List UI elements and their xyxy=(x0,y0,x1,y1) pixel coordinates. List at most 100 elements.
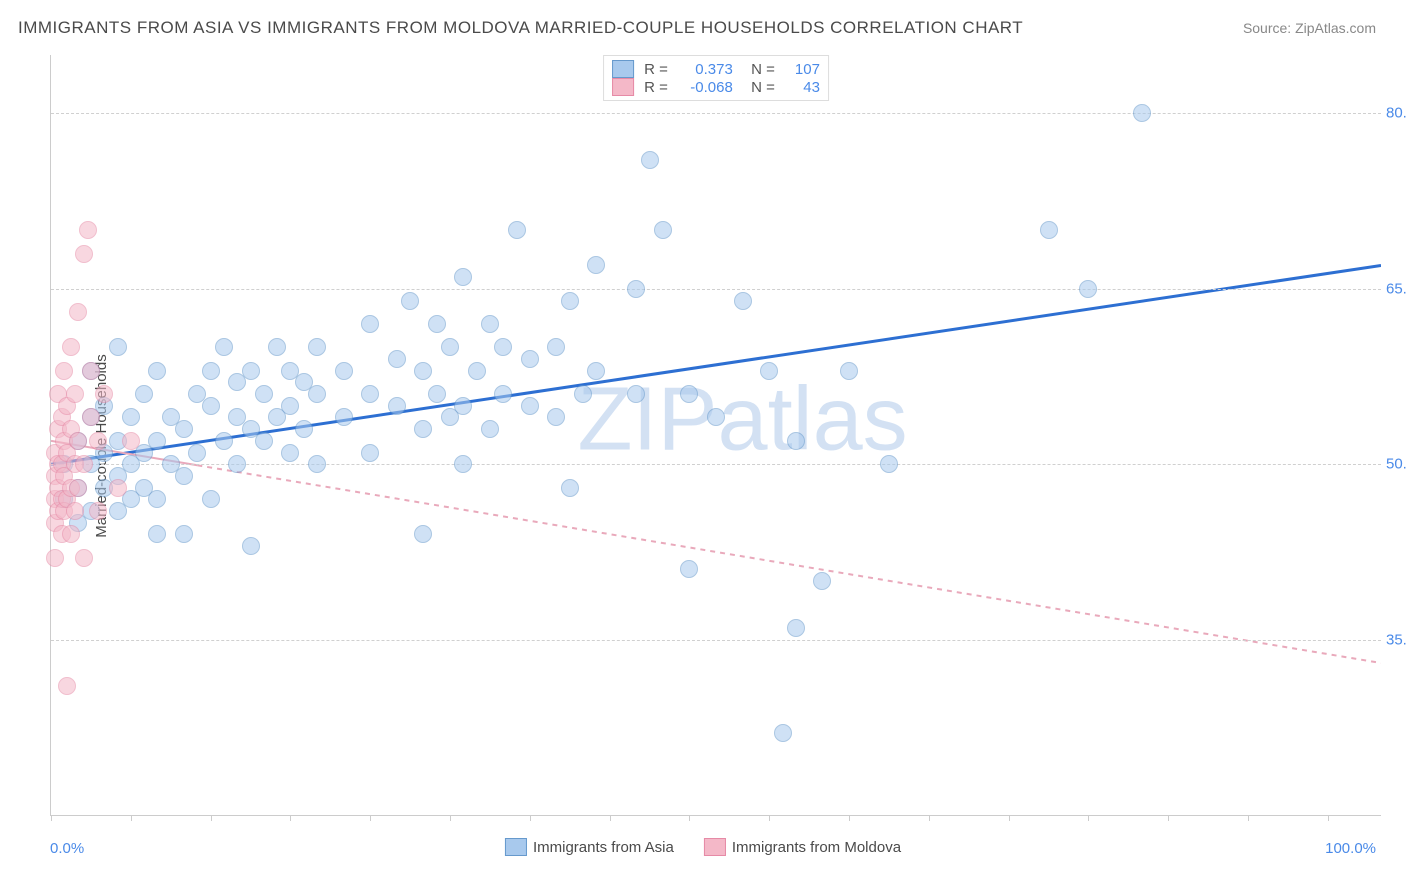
scatter-point xyxy=(95,385,113,403)
n-value: 107 xyxy=(785,61,820,78)
scatter-point xyxy=(641,151,659,169)
x-tick-mark xyxy=(131,815,132,821)
scatter-point xyxy=(46,549,64,567)
x-tick-mark xyxy=(1328,815,1329,821)
scatter-point xyxy=(175,525,193,543)
scatter-point xyxy=(428,385,446,403)
x-tick-mark xyxy=(689,815,690,821)
scatter-point xyxy=(202,397,220,415)
x-tick-mark xyxy=(1009,815,1010,821)
scatter-point xyxy=(574,385,592,403)
scatter-point xyxy=(148,432,166,450)
scatter-point xyxy=(75,245,93,263)
scatter-point xyxy=(508,221,526,239)
series-legend: Immigrants from Asia Immigrants from Mold… xyxy=(505,838,901,856)
scatter-point xyxy=(202,362,220,380)
scatter-point xyxy=(481,315,499,333)
gridline xyxy=(51,464,1381,465)
scatter-point xyxy=(335,408,353,426)
scatter-point xyxy=(1133,104,1151,122)
x-tick-mark xyxy=(929,815,930,821)
scatter-point xyxy=(481,420,499,438)
legend-swatch xyxy=(612,60,634,78)
scatter-point xyxy=(813,572,831,590)
scatter-point xyxy=(82,408,100,426)
source-label: Source: ZipAtlas.com xyxy=(1243,20,1376,36)
x-tick-mark xyxy=(1088,815,1089,821)
scatter-point xyxy=(561,479,579,497)
scatter-point xyxy=(62,338,80,356)
scatter-point xyxy=(55,362,73,380)
scatter-point xyxy=(69,303,87,321)
scatter-point xyxy=(734,292,752,310)
stats-legend: R =0.373 N =107R =-0.068 N =43 xyxy=(603,55,829,101)
scatter-point xyxy=(707,408,725,426)
scatter-point xyxy=(468,362,486,380)
scatter-point xyxy=(295,420,313,438)
scatter-point xyxy=(308,455,326,473)
n-value: 43 xyxy=(785,79,820,96)
scatter-point xyxy=(79,221,97,239)
scatter-point xyxy=(787,619,805,637)
y-tick-label: 65.0% xyxy=(1386,280,1406,297)
scatter-point xyxy=(441,338,459,356)
scatter-point xyxy=(880,455,898,473)
x-tick-mark xyxy=(51,815,52,821)
legend-swatch xyxy=(612,78,634,96)
scatter-point xyxy=(308,385,326,403)
scatter-point xyxy=(1079,280,1097,298)
scatter-point xyxy=(840,362,858,380)
scatter-point xyxy=(587,256,605,274)
x-tick-mark xyxy=(290,815,291,821)
scatter-point xyxy=(547,338,565,356)
scatter-point xyxy=(148,525,166,543)
r-label: R = xyxy=(644,61,668,78)
scatter-point xyxy=(69,432,87,450)
scatter-point xyxy=(255,432,273,450)
legend-label: Immigrants from Asia xyxy=(533,839,674,856)
scatter-point xyxy=(627,385,645,403)
scatter-point xyxy=(122,432,140,450)
scatter-point xyxy=(680,385,698,403)
scatter-point xyxy=(281,444,299,462)
x-axis-max-label: 100.0% xyxy=(1325,840,1376,857)
scatter-point xyxy=(388,397,406,415)
scatter-point xyxy=(75,455,93,473)
scatter-point xyxy=(215,338,233,356)
scatter-point xyxy=(255,385,273,403)
scatter-point xyxy=(122,408,140,426)
scatter-point xyxy=(494,385,512,403)
n-label: N = xyxy=(743,79,775,96)
scatter-point xyxy=(228,455,246,473)
scatter-point xyxy=(361,385,379,403)
x-tick-mark xyxy=(769,815,770,821)
x-tick-mark xyxy=(370,815,371,821)
series-legend-item: Immigrants from Asia xyxy=(505,838,674,856)
legend-row: R =0.373 N =107 xyxy=(612,60,820,78)
scatter-point xyxy=(66,502,84,520)
scatter-point xyxy=(774,724,792,742)
r-value: 0.373 xyxy=(678,61,733,78)
scatter-point xyxy=(454,455,472,473)
scatter-point xyxy=(587,362,605,380)
scatter-point xyxy=(308,338,326,356)
x-tick-mark xyxy=(530,815,531,821)
scatter-point xyxy=(454,397,472,415)
scatter-point xyxy=(109,479,127,497)
scatter-point xyxy=(82,362,100,380)
scatter-point xyxy=(148,490,166,508)
series-legend-item: Immigrants from Moldova xyxy=(704,838,901,856)
scatter-point xyxy=(428,315,446,333)
r-label: R = xyxy=(644,79,668,96)
scatter-point xyxy=(361,315,379,333)
scatter-point xyxy=(414,362,432,380)
watermark-text: ZIPatlas xyxy=(578,368,908,471)
legend-label: Immigrants from Moldova xyxy=(732,839,901,856)
x-tick-mark xyxy=(849,815,850,821)
scatter-point xyxy=(148,362,166,380)
scatter-point xyxy=(760,362,778,380)
x-axis-min-label: 0.0% xyxy=(50,840,84,857)
scatter-point xyxy=(414,525,432,543)
scatter-point xyxy=(89,502,107,520)
scatter-point xyxy=(135,385,153,403)
